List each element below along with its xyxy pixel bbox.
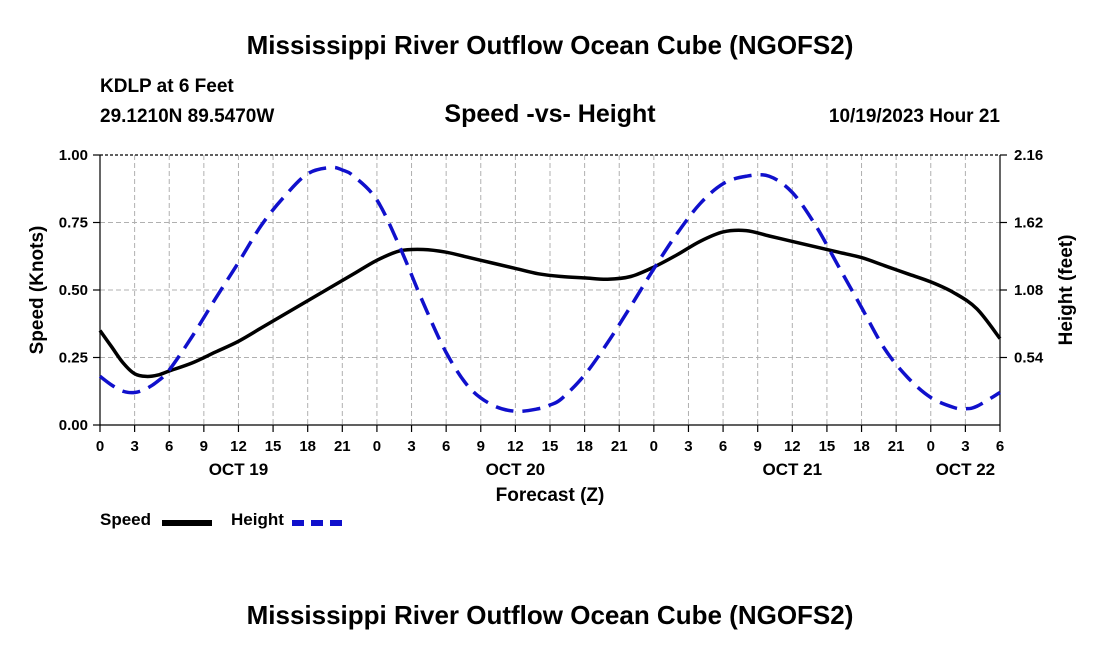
y-tick-label: 0.50 (59, 282, 88, 299)
axis-ticks: 0 3 6 9 12 15 18 21 0 3 6 9 12 15 18 21 0 3 6 9 12 15 18 21 0 3 6O… (59, 147, 1044, 479)
x-tick-label: 18 (853, 438, 870, 455)
y2-tick-label: 2.16 (1014, 147, 1043, 164)
x-tick-label: 21 (888, 438, 905, 455)
x-tick-label: 12 (507, 438, 524, 455)
chart-subtitle: Speed -vs- Height (444, 100, 656, 128)
x-tick-label: 18 (576, 438, 593, 455)
grid (100, 155, 1000, 425)
chart-main-title: Mississippi River Outflow Ocean Cube (NG… (246, 30, 854, 60)
legend-height-swatch (292, 520, 342, 526)
x-tick-label: 12 (230, 438, 247, 455)
legend-speed-label: Speed (100, 510, 152, 529)
x-date-label: OCT 22 (936, 460, 996, 479)
legend-height-label: Height (231, 510, 284, 529)
x-tick-label: 3 (961, 438, 969, 455)
y-tick-label: 1.00 (59, 147, 88, 164)
x-tick-label: 3 (684, 438, 692, 455)
x-tick-label: 6 (442, 438, 450, 455)
x-tick-label: 0 (650, 438, 658, 455)
y-tick-label: 0.75 (59, 215, 88, 232)
station-label: KDLP at 6 Feet (100, 76, 234, 97)
x-date-label: OCT 20 (486, 460, 546, 479)
x-tick-label: 6 (996, 438, 1004, 455)
y2-tick-label: 1.08 (1014, 282, 1043, 299)
x-tick-label: 21 (611, 438, 628, 455)
y-tick-label: 0.25 (59, 350, 88, 367)
x-tick-label: 9 (754, 438, 762, 455)
y-axis-label: Speed (Knots) (27, 226, 48, 355)
series-lines (98, 165, 1002, 414)
x-tick-label: 3 (130, 438, 138, 455)
series-line-speed (98, 228, 1002, 379)
x-tick-label: 6 (165, 438, 173, 455)
coordinates-label: 29.1210N 89.5470W (100, 106, 275, 127)
x-date-label: OCT 21 (763, 460, 823, 479)
x-tick-label: 18 (299, 438, 316, 455)
x-tick-label: 15 (265, 438, 282, 455)
x-tick-label: 15 (819, 438, 836, 455)
x-tick-label: 3 (407, 438, 415, 455)
x-tick-label: 15 (542, 438, 559, 455)
x-tick-label: 6 (719, 438, 727, 455)
x-tick-label: 0 (927, 438, 935, 455)
series-line-height (98, 165, 1001, 414)
x-tick-label: 0 (96, 438, 104, 455)
speed-height-chart: 0 3 6 9 12 15 18 21 0 3 6 9 12 15 18 21 0 3 6 9 12 15 18 21 0 3 6O… (27, 147, 1077, 506)
y2-tick-label: 1.62 (1014, 215, 1043, 232)
y2-tick-label: 0.54 (1014, 350, 1044, 367)
x-tick-label: 9 (477, 438, 485, 455)
x-tick-label: 9 (200, 438, 208, 455)
legend-speed-swatch (162, 520, 212, 526)
x-tick-label: 21 (334, 438, 351, 455)
x-axis-label: Forecast (Z) (496, 485, 605, 506)
forecast-timestamp: 10/19/2023 Hour 21 (828, 106, 1000, 127)
x-tick-label: 0 (373, 438, 381, 455)
y-tick-label: 0.00 (59, 417, 88, 434)
x-tick-label: 12 (784, 438, 801, 455)
x-date-label: OCT 19 (209, 460, 269, 479)
chart-footer-title: Mississippi River Outflow Ocean Cube (NG… (246, 600, 854, 630)
y2-axis-label: Height (feet) (1056, 235, 1077, 346)
